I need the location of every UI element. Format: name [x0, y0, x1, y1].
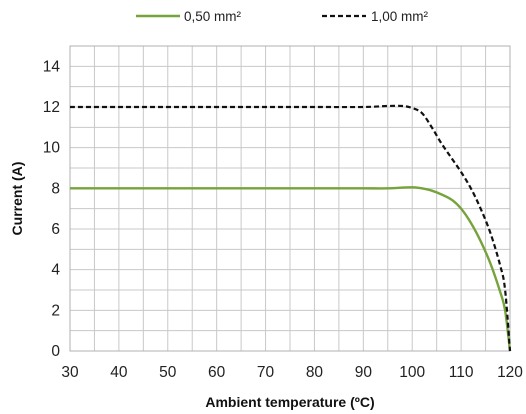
x-tick-label: 100	[399, 364, 425, 381]
legend: 0,50 mm² 1,00 mm²	[136, 9, 429, 24]
x-tick-label: 90	[355, 364, 373, 381]
y-tick-labels: 0 2 4 6 8 10 12 14	[43, 58, 61, 360]
x-tick-label: 80	[306, 364, 324, 381]
series-line-2	[70, 104, 512, 352]
x-tick-label: 70	[257, 364, 275, 381]
y-tick-label: 10	[43, 140, 61, 157]
series-layer	[69, 104, 512, 352]
plot-frame	[69, 45, 511, 352]
y-tick-label: 14	[43, 58, 61, 75]
y-tick-label: 12	[43, 99, 60, 116]
y-axis-title: Current (A)	[9, 162, 25, 236]
y-tick-label: 0	[51, 343, 60, 360]
x-tick-labels: 30 40 50 60 70 80 90 100 110 120	[61, 364, 523, 381]
legend-label-1: 0,50 mm²	[184, 9, 242, 24]
y-tick-label: 8	[51, 180, 60, 197]
legend-label-2: 1,00 mm²	[371, 9, 429, 24]
x-tick-label: 40	[110, 364, 128, 381]
series-line-1	[69, 186, 512, 352]
x-tick-label: 60	[208, 364, 226, 381]
y-tick-label: 2	[51, 302, 60, 319]
y-tick-label: 4	[51, 262, 60, 279]
y-tick-label: 6	[51, 221, 60, 238]
x-tick-label: 110	[449, 364, 474, 381]
x-tick-label: 30	[61, 364, 79, 381]
x-tick-label: 50	[159, 364, 177, 381]
x-tick-label: 120	[497, 364, 523, 381]
x-axis-title: Ambient temperature (ºC)	[205, 394, 374, 410]
gridlines	[69, 45, 511, 352]
